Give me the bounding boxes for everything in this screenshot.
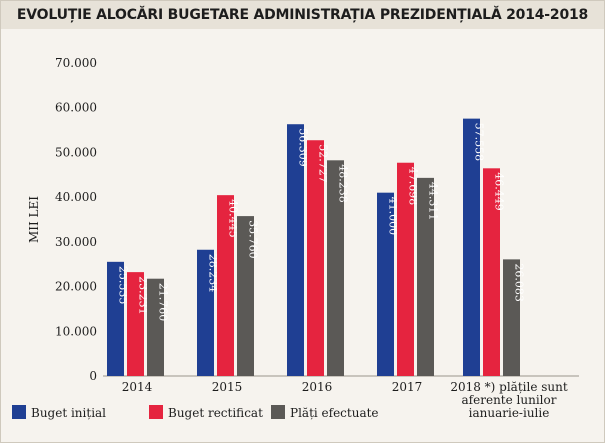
bar-value-label: 52.727: [317, 144, 330, 183]
y-tick-label: 20.000: [55, 280, 97, 294]
bar: [483, 168, 500, 376]
y-tick-label: 0: [89, 369, 97, 383]
legend-label: Buget inițial: [31, 406, 106, 420]
x-tick-label: 2016: [302, 380, 333, 394]
legend-label: Buget rectificat: [168, 406, 263, 420]
x-tick-label: aferente lunilor: [462, 393, 557, 407]
bar-value-label: 56.309: [297, 128, 310, 167]
x-tick-label: 2015: [212, 380, 243, 394]
x-tick-label: 2018 *) plățile sunt: [450, 380, 568, 394]
chart-title: EVOLUȚIE ALOCĂRI BUGETARE ADMINISTRAȚIA …: [16, 7, 589, 23]
legend-label: Plăți efectuate: [290, 406, 379, 420]
bar: [377, 192, 394, 376]
bar: [217, 195, 234, 376]
y-axis-label: MII LEI: [27, 196, 41, 243]
x-tick-label: 2014: [122, 380, 153, 394]
bar-value-label: 40.445: [227, 199, 240, 238]
x-tick-label: ianuarie-iulie: [469, 406, 550, 420]
bar-value-label: 25.535: [117, 266, 130, 305]
bar: [197, 249, 214, 376]
bar: [237, 216, 254, 376]
y-tick-label: 10.000: [55, 324, 97, 338]
bar: [503, 259, 520, 376]
bar: [327, 160, 344, 376]
bar-value-label: 35.760: [247, 220, 260, 259]
bar-value-label: 28.234: [207, 254, 220, 293]
bar: [147, 278, 164, 376]
bar-value-label: 48.238: [337, 164, 350, 203]
y-tick-label: 70.000: [55, 56, 97, 70]
bar-value-label: 44.311: [427, 182, 440, 221]
bar: [127, 272, 144, 376]
bar: [307, 140, 324, 376]
bar: [417, 177, 434, 376]
bar: [397, 162, 414, 376]
x-tick-label: 2017: [392, 380, 423, 394]
bar-value-label: 46.449: [493, 172, 506, 211]
y-tick-label: 60.000: [55, 101, 97, 115]
bar-value-label: 41.000: [387, 197, 400, 236]
legend-swatch: [271, 405, 285, 419]
legend-swatch: [149, 405, 163, 419]
bar-value-label: 57.558: [473, 123, 486, 162]
y-tick-label: 50.000: [55, 145, 97, 159]
bar: [107, 261, 124, 376]
bar: [287, 124, 304, 377]
y-tick-label: 40.000: [55, 190, 97, 204]
y-tick-label: 30.000: [55, 235, 97, 249]
bar: [463, 118, 480, 376]
bar-value-label: 23.231: [137, 276, 150, 315]
title-bar: [1, 1, 604, 29]
legend-swatch: [12, 405, 26, 419]
bar-value-label: 21.760: [157, 283, 170, 322]
bar-value-label: 26.083: [513, 263, 526, 302]
bar-value-label: 47.698: [407, 167, 420, 206]
